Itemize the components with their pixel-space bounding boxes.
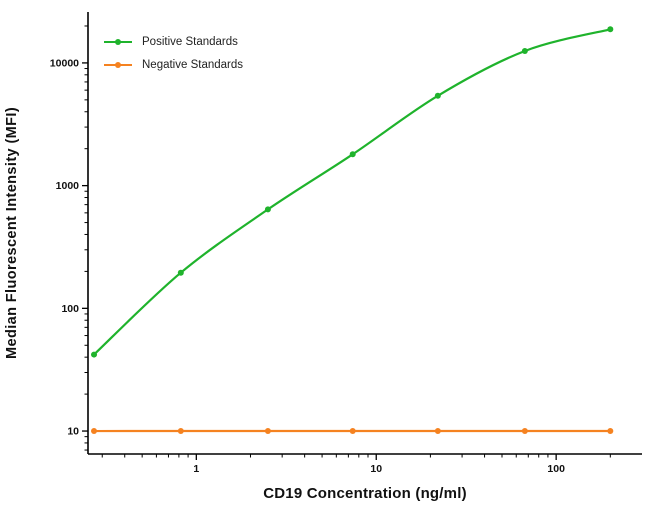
y-axis-ticks: 10 100 1000 10000: [50, 57, 88, 438]
y-axis-label: Median Fluorescent Intensity (MFI): [4, 106, 20, 360]
data-point-marker: [521, 48, 528, 55]
data-point-marker: [91, 351, 98, 358]
legend-label-positive: Positive Standards: [142, 36, 238, 48]
x-tick-label: 1: [193, 463, 199, 475]
data-point-marker: [264, 428, 271, 435]
data-point-marker: [434, 428, 441, 435]
legend-line-marker-icon: [104, 39, 132, 45]
legend-line-marker-icon: [104, 62, 132, 68]
minor-ticks: [84, 25, 611, 458]
legend-item-negative: Negative Standards: [103, 59, 243, 71]
data-point-marker: [607, 26, 614, 33]
data-point-marker: [91, 428, 98, 435]
series-positive-standards: [91, 26, 614, 358]
data-point-marker: [607, 428, 614, 435]
series-negative-standards: [91, 428, 614, 435]
legend-label-negative: Negative Standards: [142, 59, 244, 71]
x-tick-label: 100: [547, 463, 565, 475]
legend-item-positive: Positive Standards: [103, 36, 243, 48]
data-point-marker: [521, 428, 528, 435]
x-axis-ticks: 1 10 100: [193, 454, 565, 475]
y-tick-label: 10: [67, 426, 79, 438]
data-point-marker: [434, 92, 441, 99]
legend-swatch-positive: [103, 37, 133, 47]
data-point-marker: [349, 151, 356, 158]
data-point-marker: [177, 269, 184, 276]
y-tick-label: 10000: [50, 57, 79, 69]
x-tick-label: 10: [370, 463, 382, 475]
y-tick-label: 100: [61, 303, 79, 315]
legend: Positive Standards Negative Standards: [103, 36, 243, 82]
y-tick-label: 1000: [56, 180, 80, 192]
legend-swatch-negative: [103, 60, 133, 70]
x-axis-label: CD19 Concentration (ng/ml): [263, 485, 467, 502]
data-point-marker: [264, 206, 271, 213]
axes: [87, 12, 642, 455]
data-point-marker: [177, 428, 184, 435]
data-point-marker: [349, 428, 356, 435]
